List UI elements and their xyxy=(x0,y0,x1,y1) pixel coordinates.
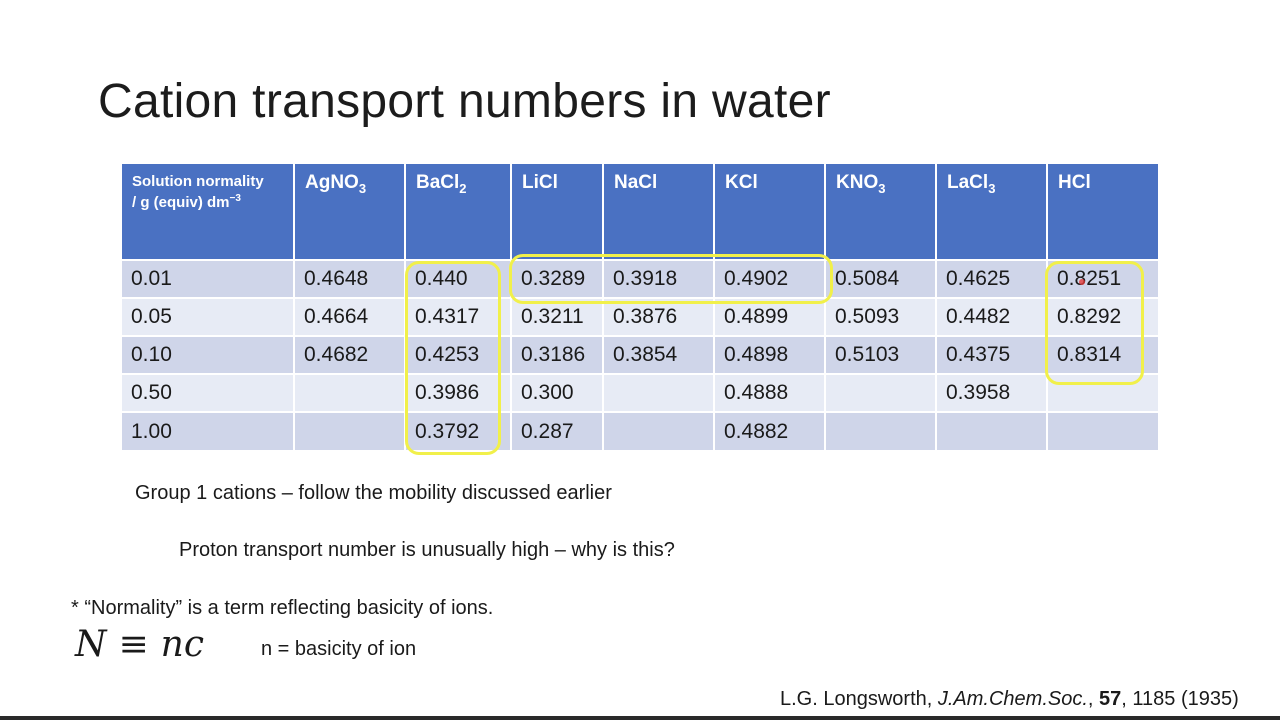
table-cell: 0.4888 xyxy=(714,373,826,412)
table-cell: 0.4317 xyxy=(405,297,512,336)
header-solution-normality: Solution normality / g (equiv) dm−3 xyxy=(122,164,295,260)
table-cell: 0.3854 xyxy=(603,335,715,374)
table-row: 0.10 0.4682 0.4253 0.3186 0.3854 0.4898 … xyxy=(122,335,1158,374)
table-cell: 0.287 xyxy=(511,411,604,450)
table-row: 0.50 0.3986 0.300 0.4888 0.3958 xyxy=(122,373,1158,412)
header-kno3: KNO3 xyxy=(825,164,937,260)
header-agno3: AgNO3 xyxy=(294,164,406,260)
formula-equiv: ≡ xyxy=(118,624,149,665)
table-cell: 0.10 xyxy=(122,335,295,374)
table-cell: 0.01 xyxy=(122,259,295,298)
citation-sep: , xyxy=(1087,688,1100,710)
table-cell: 0.4482 xyxy=(936,297,1048,336)
header-first-line2: / g (equiv) dm xyxy=(132,194,230,211)
table-cell xyxy=(603,373,715,412)
table-cell: 0.4664 xyxy=(294,297,406,336)
pointer-dot xyxy=(1079,279,1085,285)
table-row: 1.00 0.3792 0.287 0.4882 xyxy=(122,411,1158,450)
formula-rhs: nc xyxy=(160,624,205,665)
citation-rest: , 1185 (1935) xyxy=(1121,688,1239,710)
table-cell: 0.300 xyxy=(511,373,604,412)
table-cell: 0.3918 xyxy=(603,259,715,298)
normality-footnote: * “Normality” is a term reflecting basic… xyxy=(71,597,494,619)
header-kno3-sub: 3 xyxy=(878,181,886,196)
table-cell: 0.8251 xyxy=(1047,259,1158,298)
table-cell: 1.00 xyxy=(122,411,295,450)
table-cell: 0.50 xyxy=(122,373,295,412)
table-cell: 0.05 xyxy=(122,297,295,336)
header-hcl-base: HCl xyxy=(1058,172,1091,193)
table-cell xyxy=(936,411,1048,450)
table-cell: 0.4682 xyxy=(294,335,406,374)
table-cell: 0.8292 xyxy=(1047,297,1158,336)
citation-authors: L.G. Longsworth, xyxy=(780,688,938,710)
table-row: 0.05 0.4664 0.4317 0.3211 0.3876 0.4899 … xyxy=(122,297,1158,336)
header-licl-base: LiCl xyxy=(522,172,558,193)
table-header-row: Solution normality / g (equiv) dm−3 AgNO… xyxy=(122,164,1158,260)
header-first-line1: Solution normality xyxy=(132,173,264,190)
table-cell: 0.4648 xyxy=(294,259,406,298)
proton-note: Proton transport number is unusually hig… xyxy=(179,539,675,561)
header-licl: LiCl xyxy=(511,164,604,260)
table-cell xyxy=(825,373,937,412)
table-cell: 0.3876 xyxy=(603,297,715,336)
header-agno3-base: AgNO xyxy=(305,172,359,193)
table-cell xyxy=(1047,373,1158,412)
header-lacl3-sub: 3 xyxy=(988,181,996,196)
table-cell: 0.8314 xyxy=(1047,335,1158,374)
table-cell: 0.4902 xyxy=(714,259,826,298)
header-lacl3: LaCl3 xyxy=(936,164,1048,260)
table-cell: 0.5103 xyxy=(825,335,937,374)
group1-note: Group 1 cations – follow the mobility di… xyxy=(135,482,612,504)
table-cell: 0.440 xyxy=(405,259,512,298)
header-bacl2-sub: 2 xyxy=(459,181,467,196)
table-cell xyxy=(825,411,937,450)
transport-number-table: Solution normality / g (equiv) dm−3 AgNO… xyxy=(122,164,1158,450)
header-kcl-base: KCl xyxy=(725,172,758,193)
header-lacl3-base: LaCl xyxy=(947,172,989,193)
table-cell: 0.3186 xyxy=(511,335,604,374)
table-cell: 0.5084 xyxy=(825,259,937,298)
header-kcl: KCl xyxy=(714,164,826,260)
table-cell xyxy=(603,411,715,450)
table-cell: 0.4899 xyxy=(714,297,826,336)
table-cell: 0.3211 xyxy=(511,297,604,336)
header-kno3-base: KNO xyxy=(836,172,879,193)
table-cell xyxy=(294,411,406,450)
table-cell: 0.4375 xyxy=(936,335,1048,374)
header-nacl: NaCl xyxy=(603,164,715,260)
table-cell: 0.3792 xyxy=(405,411,512,450)
header-nacl-base: NaCl xyxy=(614,172,658,193)
table-cell: 0.4625 xyxy=(936,259,1048,298)
formula-lhs: N xyxy=(75,624,107,665)
table-cell: 0.5093 xyxy=(825,297,937,336)
header-bacl2: BaCl2 xyxy=(405,164,512,260)
header-bacl2-base: BaCl xyxy=(416,172,460,193)
citation-volume: 57 xyxy=(1099,688,1122,710)
table-cell: 0.3958 xyxy=(936,373,1048,412)
citation: L.G. Longsworth, J.Am.Chem.Soc., 57, 118… xyxy=(780,688,1239,711)
header-hcl: HCl xyxy=(1047,164,1158,260)
header-first-sup: −3 xyxy=(229,193,241,204)
citation-journal: J.Am.Chem.Soc. xyxy=(937,688,1088,710)
table-cell: 0.3986 xyxy=(405,373,512,412)
table-cell: 0.4882 xyxy=(714,411,826,450)
normality-formula: N ≡ nc xyxy=(75,624,204,665)
table-cell xyxy=(1047,411,1158,450)
table-row: 0.01 0.4648 0.440 0.3289 0.3918 0.4902 0… xyxy=(122,259,1158,298)
table-cell xyxy=(294,373,406,412)
table-cell: 0.3289 xyxy=(511,259,604,298)
n-definition: n = basicity of ion xyxy=(261,638,417,660)
table-cell: 0.4898 xyxy=(714,335,826,374)
header-agno3-sub: 3 xyxy=(358,181,367,196)
slide-title: Cation transport numbers in water xyxy=(98,75,831,128)
bottom-bar xyxy=(0,716,1280,720)
table-cell: 0.4253 xyxy=(405,335,512,374)
